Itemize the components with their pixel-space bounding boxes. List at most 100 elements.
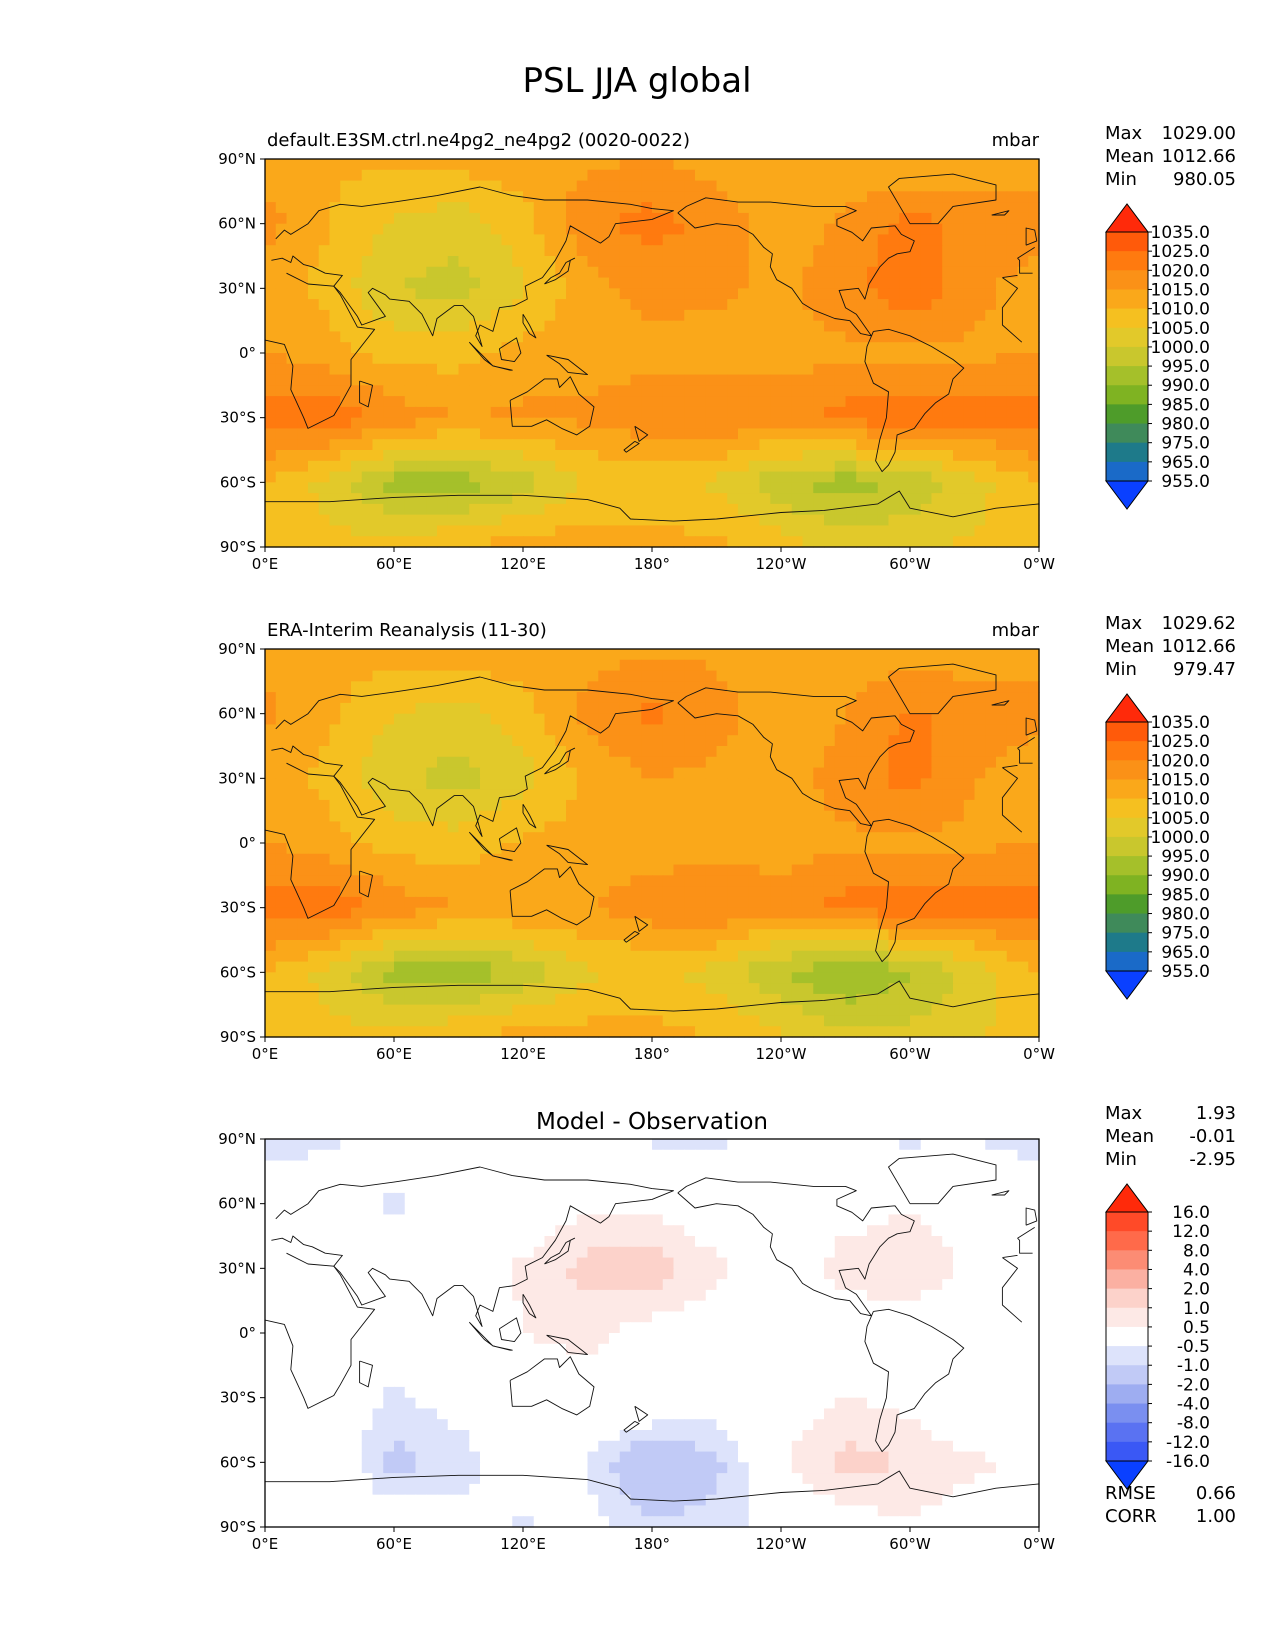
- field-cell: [963, 896, 976, 909]
- field-cell: [931, 907, 943, 920]
- field-cell: [297, 450, 309, 462]
- field-cell: [265, 180, 277, 192]
- field-cell: [351, 191, 363, 203]
- field-cell: [931, 439, 943, 451]
- field-cell: [480, 907, 492, 920]
- field-cell: [404, 886, 417, 898]
- field-cell: [942, 385, 954, 397]
- field-cell: [845, 940, 857, 952]
- field-cell: [824, 724, 836, 736]
- field-cell: [888, 746, 900, 758]
- field-cell: [297, 159, 309, 171]
- field-cell: [523, 843, 535, 855]
- field-cell: [759, 918, 771, 930]
- field-cell: [877, 670, 890, 682]
- field-cell: [770, 159, 782, 171]
- field-cell: [781, 950, 793, 963]
- field-cell: [953, 374, 965, 386]
- field-cell: [490, 266, 503, 279]
- field-cell: [974, 692, 986, 704]
- field-cell: [748, 406, 761, 419]
- field-cell: [877, 245, 890, 257]
- field-cell: [705, 191, 718, 203]
- field-cell: [265, 331, 277, 343]
- field-cell: [641, 875, 653, 887]
- field-cell: [673, 450, 685, 462]
- field-cell: [619, 756, 632, 769]
- field-cell: [351, 681, 363, 693]
- field-cell: [877, 853, 890, 866]
- field-cell: [813, 439, 825, 451]
- field-cell: [738, 853, 750, 866]
- field-cell: [974, 843, 986, 855]
- field-cell: [544, 864, 556, 876]
- field-cell: [727, 896, 739, 909]
- field-cell: [490, 681, 503, 693]
- field-cell: [738, 767, 750, 779]
- field-cell: [867, 929, 879, 941]
- field-cell: [523, 374, 535, 386]
- field-cell: [652, 789, 664, 801]
- field-cell: [953, 159, 965, 171]
- field-cell: [351, 223, 363, 236]
- field-cell: [297, 853, 309, 866]
- field-cell: [856, 406, 868, 419]
- field-cell: [888, 896, 900, 909]
- field-cell: [576, 245, 589, 257]
- field-cell: [297, 821, 309, 833]
- field-cell: [609, 789, 621, 801]
- field-cell: [662, 277, 675, 289]
- field-cell: [738, 832, 750, 844]
- field-cell: [512, 702, 524, 715]
- field-cell: [845, 799, 857, 812]
- field-cell: [856, 180, 868, 192]
- field-cell: [619, 202, 632, 214]
- field-cell: [458, 525, 470, 537]
- field-cell: [867, 471, 879, 483]
- field-cell: [834, 266, 847, 279]
- field-cell: [598, 767, 610, 779]
- field-cell: [695, 385, 707, 397]
- field-cell: [781, 234, 793, 246]
- field-cell: [619, 702, 632, 715]
- field-cell: [351, 907, 363, 920]
- field-cell: [716, 460, 728, 473]
- field-cell: [372, 288, 384, 300]
- field-cell: [318, 277, 331, 289]
- field-cell: [1017, 536, 1029, 548]
- field-cell: [1028, 234, 1040, 246]
- field-cell: [329, 450, 341, 462]
- field-cell: [437, 266, 449, 279]
- field-cell: [576, 493, 589, 505]
- field-cell: [996, 649, 1008, 661]
- field-cell: [1017, 659, 1029, 672]
- field-cell: [372, 212, 384, 225]
- field-cell: [533, 961, 546, 973]
- field-cell: [996, 832, 1008, 844]
- field-cell: [609, 212, 621, 225]
- field-cell: [899, 180, 911, 192]
- field-cell: [523, 525, 535, 537]
- field-cell: [931, 482, 943, 494]
- field-cell: [942, 659, 954, 672]
- field-cell: [544, 778, 556, 790]
- field-cell: [920, 961, 933, 973]
- field-cell: [318, 799, 331, 812]
- field-cell: [834, 896, 847, 909]
- coastline: [468, 341, 494, 367]
- field-cell: [662, 735, 675, 747]
- field-cell: [845, 223, 857, 236]
- field-cell: [576, 202, 589, 214]
- field-cell: [770, 681, 782, 693]
- field-cell: [383, 649, 395, 661]
- field-cell: [372, 525, 384, 537]
- field-cell: [501, 972, 513, 984]
- field-cell: [1006, 450, 1019, 462]
- field-cell: [394, 713, 406, 726]
- field-cell: [791, 223, 804, 236]
- field-cell: [770, 493, 782, 505]
- field-cell: [340, 767, 352, 779]
- field-cell: [297, 670, 309, 682]
- field-cell: [802, 713, 814, 726]
- field-cell: [383, 670, 395, 682]
